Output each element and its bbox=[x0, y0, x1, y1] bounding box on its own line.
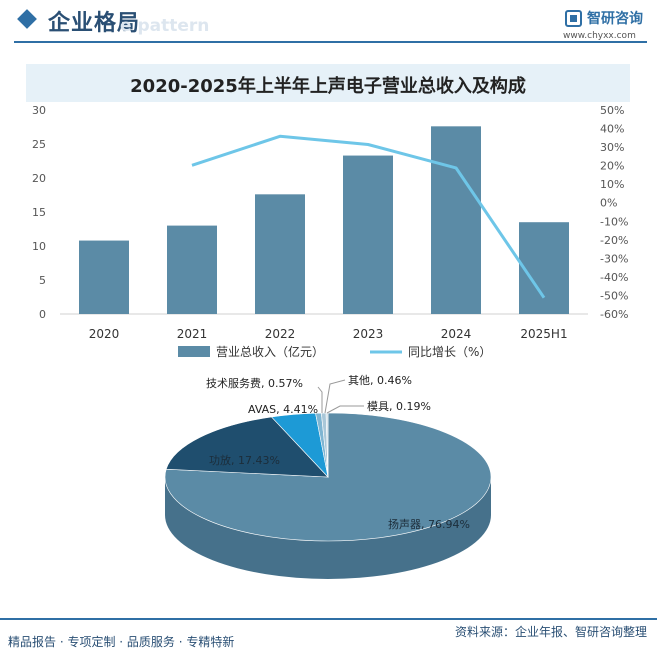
growth-rate-line bbox=[191, 134, 546, 299]
y-right-tick-label: 0% bbox=[600, 197, 617, 210]
chart-title-band: 2020-2025年上半年上声电子营业总收入及构成 bbox=[26, 64, 630, 102]
pie-label-mold: 模具, 0.19% bbox=[367, 400, 431, 413]
x-tick-label: 2020 bbox=[89, 327, 120, 341]
y-right-tick-label: -20% bbox=[600, 234, 628, 247]
revenue-bar bbox=[431, 126, 481, 314]
x-tick-label: 2024 bbox=[441, 327, 472, 341]
brand-logo-icon bbox=[565, 10, 582, 27]
x-tick-label: 2023 bbox=[353, 327, 384, 341]
y-left-tick-label: 30 bbox=[32, 104, 46, 117]
revenue-bar bbox=[79, 240, 129, 314]
diamond-icon bbox=[17, 9, 37, 29]
revenue-bar bbox=[167, 225, 217, 314]
legend-label-revenue: 营业总收入（亿元） bbox=[216, 344, 324, 359]
x-tick-label: 2025H1 bbox=[520, 327, 567, 341]
x-tick-label: 2021 bbox=[177, 327, 208, 341]
pie-label-other: 其他, 0.46% bbox=[348, 374, 412, 387]
legend-swatch-revenue bbox=[178, 346, 210, 357]
brand-url: www.chyxx.com bbox=[563, 31, 636, 41]
y-right-tick-label: -10% bbox=[600, 215, 628, 228]
y-left-tick-label: 0 bbox=[39, 308, 46, 321]
y-left-tick-label: 10 bbox=[32, 240, 46, 253]
footer-divider bbox=[0, 618, 657, 620]
revenue-bar bbox=[519, 222, 569, 314]
revenue-bar bbox=[255, 194, 305, 314]
pie-label-amplifier: 功放, 17.43% bbox=[209, 453, 280, 467]
y-right-tick-label: 50% bbox=[600, 104, 624, 117]
pie-slice-speaker bbox=[164, 412, 492, 542]
pie-leader-other bbox=[324, 379, 346, 414]
header: 企业格局 e pattern 智研咨询 www.chyxx.com bbox=[0, 0, 657, 46]
revenue-composition-pie: 扬声器, 76.94% 功放, 17.43% AVAS, 4.41% 技术服务费, 0… bbox=[164, 374, 492, 579]
chart-title: 2020-2025年上半年上声电子营业总收入及构成 bbox=[130, 76, 526, 97]
y-right-tick-label: 10% bbox=[600, 178, 624, 191]
y-right-tick-label: -30% bbox=[600, 252, 628, 265]
legend-label-growth: 同比增长（%） bbox=[408, 345, 491, 359]
y-right-tick-label: -50% bbox=[600, 289, 628, 302]
x-tick-label: 2022 bbox=[265, 327, 296, 341]
pie-label-speaker: 扬声器, 76.94% bbox=[388, 517, 470, 531]
pie-label-avas: AVAS, 4.41% bbox=[248, 403, 318, 416]
y-left-tick-label: 15 bbox=[32, 206, 46, 219]
section-title: 企业格局 bbox=[48, 11, 141, 36]
pie-leader-tech-service bbox=[317, 386, 323, 413]
y-left-tick-label: 25 bbox=[32, 138, 46, 151]
pie-slice-amplifier bbox=[165, 416, 329, 478]
y-right-tick-label: 40% bbox=[600, 123, 624, 136]
pie-side-wall bbox=[165, 477, 491, 579]
revenue-bar bbox=[343, 155, 393, 314]
y-right-tick-label: -40% bbox=[600, 271, 628, 284]
pie-label-tech-service: 技术服务费, 0.57% bbox=[206, 377, 303, 390]
y-right-tick-label: -60% bbox=[600, 308, 628, 321]
header-divider bbox=[14, 41, 647, 43]
y-right-tick-label: 30% bbox=[600, 141, 624, 154]
brand-name: 智研咨询 bbox=[587, 11, 643, 27]
ghost-watermark-text: e pattern bbox=[120, 16, 210, 36]
y-left-tick-label: 5 bbox=[39, 274, 46, 287]
footer-tagline: 精品报告 · 专项定制 · 品质服务 · 专精特新 bbox=[8, 635, 235, 649]
revenue-combo-chart: 0 5 10 15 20 25 30 -60% -50% -40% -30% -20% -10% 0% 10… bbox=[32, 104, 628, 359]
footer-source: 资料来源：企业年报、智研咨询整理 bbox=[454, 625, 647, 639]
y-right-tick-label: 20% bbox=[600, 160, 624, 173]
y-left-tick-label: 20 bbox=[32, 172, 46, 185]
pie-leader-mold bbox=[326, 405, 364, 414]
